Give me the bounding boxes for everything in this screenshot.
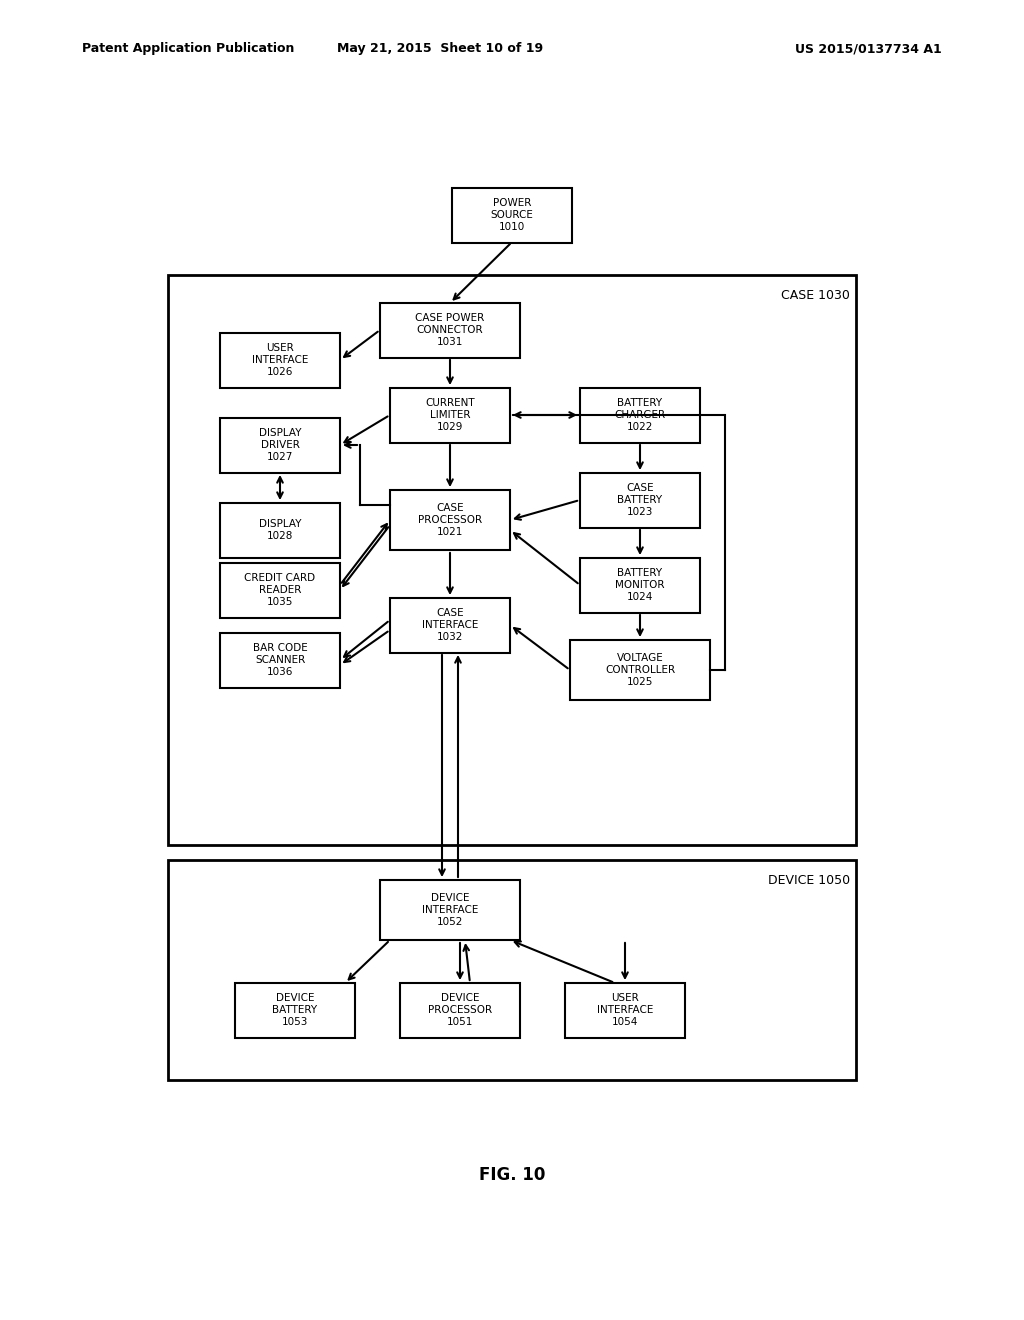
Text: CASE
PROCESSOR
1021: CASE PROCESSOR 1021: [418, 503, 482, 537]
Text: POWER
SOURCE
1010: POWER SOURCE 1010: [490, 198, 534, 232]
Bar: [380, 880, 520, 940]
Bar: [220, 503, 340, 557]
Bar: [570, 640, 710, 700]
Bar: [220, 333, 340, 388]
Bar: [390, 388, 510, 442]
Text: DEVICE
BATTERY
1053: DEVICE BATTERY 1053: [272, 993, 317, 1027]
Bar: [220, 417, 340, 473]
Text: US 2015/0137734 A1: US 2015/0137734 A1: [796, 42, 942, 55]
Text: May 21, 2015  Sheet 10 of 19: May 21, 2015 Sheet 10 of 19: [337, 42, 544, 55]
Bar: [452, 187, 572, 243]
Text: CASE
INTERFACE
1032: CASE INTERFACE 1032: [422, 607, 478, 643]
Bar: [390, 490, 510, 550]
Text: Patent Application Publication: Patent Application Publication: [82, 42, 294, 55]
Bar: [168, 861, 856, 1080]
Text: CURRENT
LIMITER
1029: CURRENT LIMITER 1029: [425, 397, 475, 433]
Text: VOLTAGE
CONTROLLER
1025: VOLTAGE CONTROLLER 1025: [605, 652, 675, 688]
Bar: [580, 557, 700, 612]
Bar: [220, 562, 340, 618]
Bar: [580, 388, 700, 442]
Text: CREDIT CARD
READER
1035: CREDIT CARD READER 1035: [245, 573, 315, 607]
Bar: [380, 302, 520, 358]
Bar: [168, 275, 856, 845]
Text: DISPLAY
DRIVER
1027: DISPLAY DRIVER 1027: [259, 428, 301, 462]
Text: CASE
BATTERY
1023: CASE BATTERY 1023: [617, 483, 663, 517]
Text: CASE 1030: CASE 1030: [781, 289, 850, 302]
Text: BATTERY
CHARGER
1022: BATTERY CHARGER 1022: [614, 397, 666, 433]
Bar: [390, 598, 510, 652]
Text: DISPLAY
1028: DISPLAY 1028: [259, 519, 301, 541]
Text: BATTERY
MONITOR
1024: BATTERY MONITOR 1024: [615, 568, 665, 602]
Text: DEVICE
PROCESSOR
1051: DEVICE PROCESSOR 1051: [428, 993, 493, 1027]
Text: FIG. 10: FIG. 10: [479, 1166, 545, 1184]
Text: USER
INTERFACE
1026: USER INTERFACE 1026: [252, 343, 308, 378]
Bar: [400, 982, 520, 1038]
Text: USER
INTERFACE
1054: USER INTERFACE 1054: [597, 993, 653, 1027]
Text: DEVICE 1050: DEVICE 1050: [768, 874, 850, 887]
Text: CASE POWER
CONNECTOR
1031: CASE POWER CONNECTOR 1031: [416, 313, 484, 347]
Text: BAR CODE
SCANNER
1036: BAR CODE SCANNER 1036: [253, 643, 307, 677]
Text: DEVICE
INTERFACE
1052: DEVICE INTERFACE 1052: [422, 892, 478, 928]
Bar: [220, 632, 340, 688]
Bar: [234, 982, 355, 1038]
Bar: [580, 473, 700, 528]
Bar: [565, 982, 685, 1038]
